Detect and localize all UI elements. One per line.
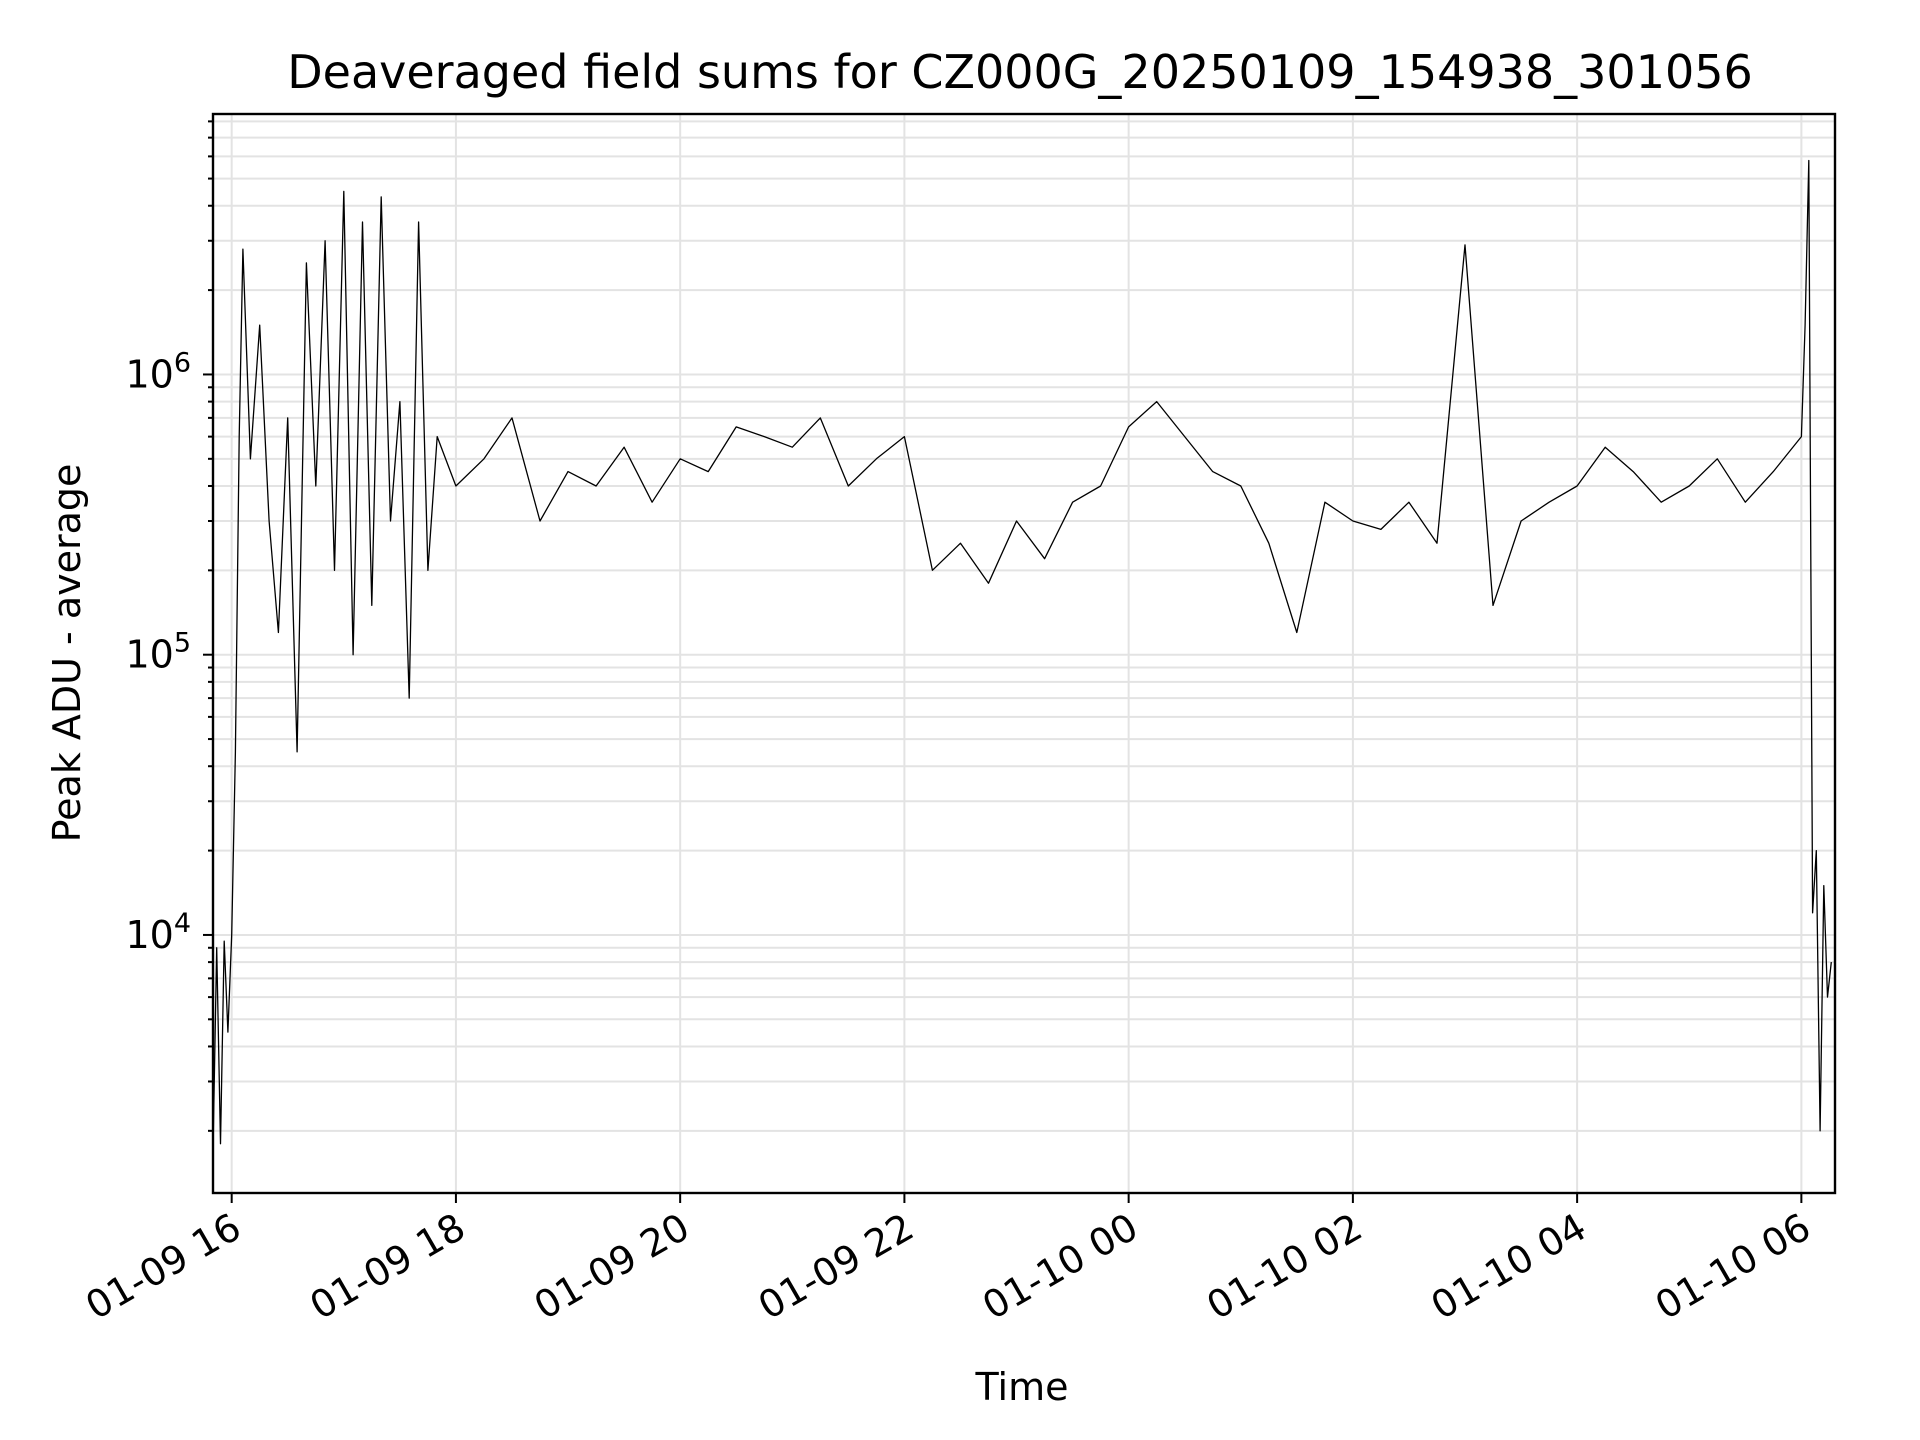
x-tick-label: 01-10 04	[1424, 1205, 1594, 1329]
series-line	[212, 159, 1832, 1151]
series-layer	[212, 159, 1832, 1151]
y-tick-label: 106	[125, 347, 191, 396]
y-tick-exponent: 4	[174, 908, 191, 939]
grid-layer	[213, 114, 1835, 1193]
x-tick-label: 01-10 00	[975, 1205, 1145, 1329]
x-tick-label: 01-09 16	[78, 1205, 248, 1329]
x-tick-label: 01-10 02	[1199, 1205, 1369, 1329]
y-tick-exponent: 5	[174, 628, 191, 659]
y-axis-label: Peak ADU - average	[45, 464, 89, 843]
y-tick-exponent: 6	[174, 347, 191, 378]
y-tick-base: 10	[125, 913, 173, 957]
plot-frame	[211, 112, 1837, 1195]
chart-title: Deaveraged field sums for CZ000G_2025010…	[287, 45, 1753, 99]
y-tick-base: 10	[125, 352, 173, 396]
y-tick-label: 105	[125, 628, 191, 677]
x-tick-label: 01-10 06	[1648, 1205, 1818, 1329]
x-tick-label: 01-09 20	[527, 1205, 697, 1329]
y-tick-base: 10	[125, 633, 173, 677]
x-tick-label: 01-09 22	[751, 1205, 921, 1329]
y-tick-label: 104	[125, 908, 191, 957]
x-tick-label: 01-09 18	[302, 1205, 472, 1329]
tick-layer: 01-09 16 01-09 18 01-09 20 01-09 22 01-10 00…	[78, 120, 1818, 1329]
x-axis-label: Time	[975, 1365, 1069, 1409]
